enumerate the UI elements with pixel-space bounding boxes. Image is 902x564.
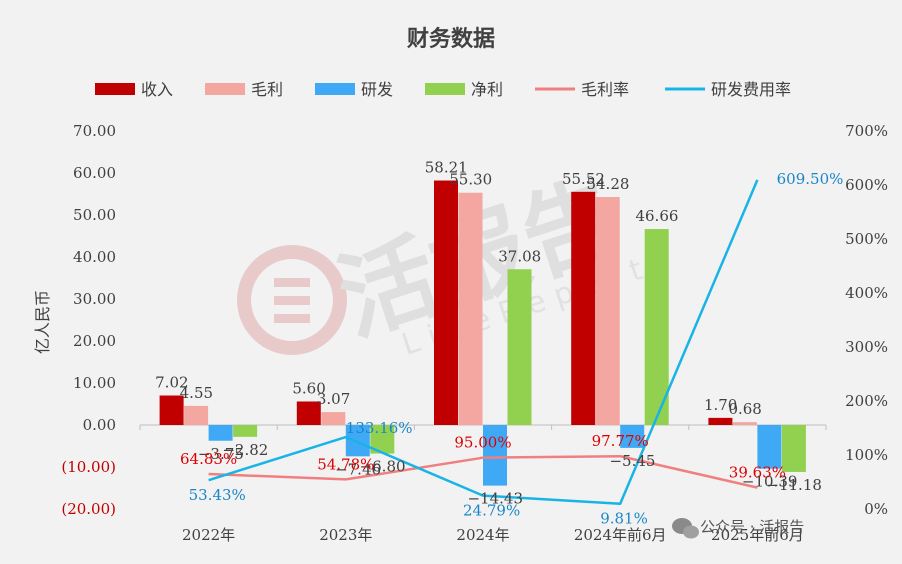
bar-毛利 [321, 412, 346, 425]
y-axis-left: 70.00 60.00 50.00 40.00 30.00 20.00 10.00 0.00 (… [61, 122, 116, 518]
bar-value-label: −2.82 [222, 441, 268, 459]
y2-tick-label: 700% [845, 122, 888, 140]
y-tick-label: 10.00 [73, 374, 116, 392]
line-value-label: 95.00% [454, 434, 511, 452]
bar-value-label: −6.80 [360, 458, 406, 476]
x-tick-label: 2024年前6月 [574, 526, 667, 544]
bar-value-label: 54.28 [586, 175, 629, 193]
bar-value-label: −14.43 [467, 490, 523, 508]
y2-tick-label: 500% [845, 230, 888, 248]
line-value-label: 9.81% [600, 510, 648, 528]
x-tick-label: 2024年 [456, 526, 509, 544]
footer-watermark: 公众号 · 活报告 [672, 518, 804, 539]
y2-tick-label: 100% [845, 446, 888, 464]
bar-value-label: −3.75 [198, 445, 244, 463]
line-value-label: 53.43% [189, 486, 246, 504]
bar-value-label: 55.52 [562, 170, 605, 188]
bar-收入 [296, 401, 321, 425]
line-series-group [208, 179, 759, 505]
bar-value-label: 58.21 [425, 159, 468, 177]
y2-tick-label: 400% [845, 284, 888, 302]
bar-净利 [233, 425, 258, 437]
bar-研发 [483, 425, 507, 486]
y-tick-label: 30.00 [73, 290, 116, 308]
y-tick-label: 20.00 [73, 332, 116, 350]
bar-收入 [159, 395, 184, 425]
line-value-label: 39.63% [729, 464, 786, 482]
legend-label: 毛利 [251, 80, 283, 99]
legend-swatch [95, 83, 135, 95]
x-axis: 2022年 2023年 2024年 2024年前6月 2025年前6月 [182, 526, 804, 544]
bar-毛利 [184, 405, 209, 425]
bar-value-label: −11.18 [766, 476, 822, 494]
legend: 收入 毛利 研发 净利 毛利率 研发费用率 [95, 80, 791, 99]
bar-毛利 [595, 197, 620, 425]
bar-净利 [644, 229, 669, 425]
watermark-logo-icon [237, 245, 347, 355]
bar-收入 [434, 180, 458, 425]
legend-label: 研发 [361, 80, 393, 99]
bar-研发 [757, 425, 782, 469]
y2-tick-label: 300% [845, 338, 888, 356]
legend-swatch [425, 83, 465, 95]
bar-研发 [208, 425, 233, 441]
bar-研发 [345, 425, 370, 457]
bar-收入 [708, 417, 733, 425]
legend-label: 净利 [471, 80, 503, 99]
bar-value-label: −10.39 [742, 473, 798, 491]
legend-swatch [315, 83, 355, 95]
bar-净利 [507, 269, 532, 425]
legend-swatch [205, 83, 245, 95]
line-value-label: 609.50% [777, 170, 844, 188]
x-tick-label: 2023年 [319, 526, 372, 544]
bar-value-label: 5.60 [292, 379, 325, 397]
bar-value-label: 55.30 [449, 171, 492, 189]
y-axis-label: 亿人民币 [33, 290, 52, 354]
bar-value-label: 1.70 [704, 396, 737, 414]
bar-value-label: −7.46 [335, 460, 381, 478]
y-tick-label: 0.00 [83, 416, 116, 434]
chart-title: 财务数据 [407, 26, 495, 52]
bar-value-label: 37.08 [498, 247, 541, 265]
line-毛利率 [208, 454, 758, 489]
bar-收入 [571, 191, 596, 425]
bar-value-label: 7.02 [155, 374, 188, 392]
bar-净利 [781, 425, 806, 472]
bar-value-label: −5.45 [609, 452, 655, 470]
line-研发费用率 [208, 179, 759, 505]
y2-tick-label: 0% [864, 500, 888, 518]
bar-value-label: 3.07 [317, 390, 350, 408]
bar-研发 [620, 425, 645, 448]
bar-series-group [159, 180, 806, 486]
y-tick-label: 70.00 [73, 122, 116, 140]
y-tick-label: (20.00) [61, 500, 116, 518]
legend-label: 毛利率 [581, 80, 629, 99]
line-value-label: 133.16% [346, 419, 413, 437]
legend-label: 收入 [141, 80, 173, 99]
x-tick-label: 2022年 [182, 526, 235, 544]
bar-value-label: 0.68 [728, 400, 761, 418]
line-value-label: 97.77% [592, 432, 649, 450]
line-value-label: 24.79% [463, 502, 520, 520]
bar-value-label: 46.66 [635, 207, 678, 225]
legend-label: 研发费用率 [711, 80, 791, 99]
y-tick-label: 50.00 [73, 206, 116, 224]
y2-tick-label: 600% [845, 176, 888, 194]
footer-watermark-text: 公众号 · 活报告 [700, 518, 804, 536]
y-tick-label: 60.00 [73, 164, 116, 182]
y-tick-label: 40.00 [73, 248, 116, 266]
bar-毛利 [732, 422, 757, 425]
y-axis-right: 700% 600% 500% 400% 300% 200% 100% 0% [845, 122, 888, 518]
wechat-icon [672, 518, 699, 539]
data-labels: 7.02 5.60 58.21 55.52 1.70 4.55 3.07 55.30 54.28… [155, 159, 843, 528]
bar-毛利 [458, 192, 483, 425]
line-value-label: 54.78% [317, 455, 374, 473]
y-tick-label: (10.00) [61, 458, 116, 476]
line-value-label: 64.83% [180, 450, 237, 468]
bar-value-label: 4.55 [180, 384, 213, 402]
y2-tick-label: 200% [845, 392, 888, 410]
x-tick-label: 2025年前6月 [711, 526, 804, 544]
